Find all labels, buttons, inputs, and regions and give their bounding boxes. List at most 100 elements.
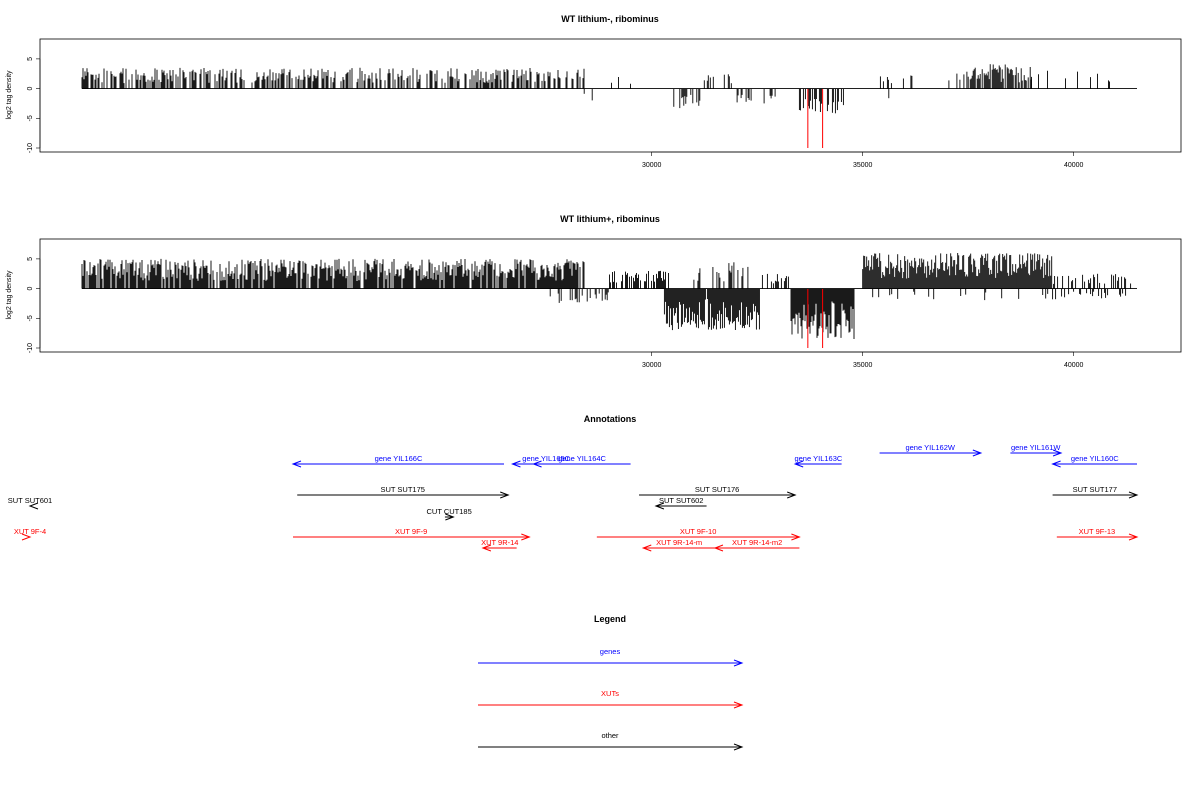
legend-label: XUTs [601, 689, 619, 698]
arrow-head [445, 513, 455, 521]
x-tick-label: 35000 [853, 162, 873, 169]
plot-frame [39, 38, 1182, 153]
legend-title: Legend [594, 614, 626, 624]
y-axis: 5 0 -5 -10 [27, 257, 41, 353]
annotation-arrow: SUT SUT601 [8, 496, 52, 510]
annotation-arrow: XUT 9F-10 [596, 527, 801, 541]
arrow-head [1051, 460, 1061, 468]
annotation-label: SUT SUT602 [659, 496, 703, 505]
track-panel-lithium-plus: WT lithium+, ribominus log2 tag density … [6, 214, 1182, 369]
arrow-head [521, 533, 531, 541]
y-axis-label: log2 tag density [6, 270, 13, 320]
x-axis: 30000 35000 40000 [642, 351, 1084, 369]
legend-items: genes XUTs other [478, 647, 744, 751]
y-tick-label: 0 [27, 287, 34, 291]
annotation-label: XUT 9F-9 [395, 527, 427, 536]
arrow-head [733, 701, 744, 709]
annotation-label: SUT SUT176 [695, 485, 739, 494]
y-tick-label: -10 [27, 143, 34, 153]
annotation-arrow: gene YIL163C [793, 454, 843, 468]
legend-item: XUTs [478, 689, 744, 709]
annotation-arrow: SUT SUT175 [297, 485, 510, 499]
annotation-label: SUT SUT601 [8, 496, 52, 505]
arrow-head [532, 460, 542, 468]
y-tick-label: 5 [27, 57, 34, 61]
annotation-label: gene YIL162W [905, 443, 955, 452]
arrow-head [787, 491, 797, 499]
y-tick-label: 5 [27, 257, 34, 261]
annotation-arrow: SUT SUT176 [639, 485, 797, 499]
arrow-head [793, 460, 804, 468]
annotation-arrow: SUT SUT602 [654, 496, 707, 510]
arrow-head [1128, 491, 1139, 499]
y-tick-label: 0 [27, 87, 34, 91]
annotation-label: gene YIL166C [375, 454, 423, 463]
y-tick-label: -10 [27, 343, 34, 353]
annotation-label: XUT 9R-14-m2 [732, 538, 782, 547]
signal-bars [81, 64, 1110, 114]
annotation-arrow: gene YIL160C [1051, 454, 1137, 468]
panel-title: WT lithium+, ribominus [560, 214, 660, 224]
annotation-label: CUT CUT185 [426, 507, 471, 516]
arrow-head [1052, 449, 1063, 457]
signal-bars [81, 253, 1132, 339]
annotation-arrow: gene YIL166C [291, 454, 504, 468]
annotation-label: XUT 9R-14 [481, 538, 518, 547]
annotation-arrow: CUT CUT185 [426, 507, 472, 521]
arrow-head [733, 659, 744, 667]
y-tick-label: -5 [27, 115, 34, 121]
arrow-head [511, 460, 521, 468]
annotation-arrow: XUT 9R-14 [481, 538, 518, 552]
legend-label: genes [600, 647, 621, 656]
arrow-head [641, 544, 652, 552]
track-panel-lithium-minus: WT lithium-, ribominus log2 tag density … [6, 14, 1182, 169]
arrow-head [1128, 533, 1139, 541]
highlight-bars [807, 288, 824, 348]
annotations-panel: Annotations gene YIL166C gene YIL165Cgene… [8, 414, 1139, 552]
annotation-arrow: SUT SUT177 [1052, 485, 1139, 499]
x-tick-label: 40000 [1064, 162, 1084, 169]
annotation-label: gene YIL165C [522, 454, 570, 463]
arrow-head [481, 544, 492, 552]
annotation-arrow: XUT 9F-4 [14, 527, 46, 541]
annotation-arrow: XUT 9R-14-m2 [713, 538, 800, 552]
annotation-label: SUT SUT175 [380, 485, 424, 494]
y-tick-label: -5 [27, 315, 34, 321]
annotation-label: gene YIL163C [794, 454, 842, 463]
annotation-label: XUT 9F-13 [1079, 527, 1116, 536]
annotation-label: SUT SUT177 [1073, 485, 1117, 494]
annotation-label: XUT 9F-4 [14, 527, 46, 536]
annotation-label: XUT 9F-10 [680, 527, 717, 536]
arrow-head [500, 491, 510, 499]
annotation-arrow: gene YIL161W [1010, 443, 1063, 457]
annotation-arrow: gene YIL162W [879, 443, 983, 457]
x-axis: 30000 35000 40000 [642, 151, 1084, 169]
annotations-title: Annotations [584, 414, 637, 424]
annotation-label: gene YIL164C [558, 454, 606, 463]
annotation-arrow: XUT 9F-9 [293, 527, 531, 541]
panel-title: WT lithium-, ribominus [561, 14, 659, 24]
arrow-head [28, 502, 39, 510]
annotation-label: gene YIL160C [1071, 454, 1119, 463]
y-axis-label: log2 tag density [6, 70, 13, 120]
arrow-head [791, 533, 801, 541]
annotation-arrow: gene YIL164C [532, 454, 631, 468]
legend-panel: Legend genes XUTs other [478, 614, 744, 751]
x-tick-label: 30000 [642, 162, 662, 169]
y-axis: 5 0 -5 -10 [27, 57, 41, 153]
arrow-head [291, 460, 302, 468]
legend-item: genes [478, 647, 744, 667]
x-tick-label: 30000 [642, 362, 662, 369]
annotation-label: gene YIL161W [1011, 443, 1061, 452]
annotation-label: XUT 9R-14-m [656, 538, 702, 547]
x-tick-label: 35000 [853, 362, 873, 369]
legend-item: other [478, 731, 744, 751]
legend-label: other [601, 731, 619, 740]
arrow-head [972, 449, 983, 457]
arrow-head [733, 743, 744, 751]
arrow-head [21, 533, 32, 541]
annotation-arrow: XUT 9R-14-m [641, 538, 715, 552]
highlight-bars [807, 88, 824, 148]
